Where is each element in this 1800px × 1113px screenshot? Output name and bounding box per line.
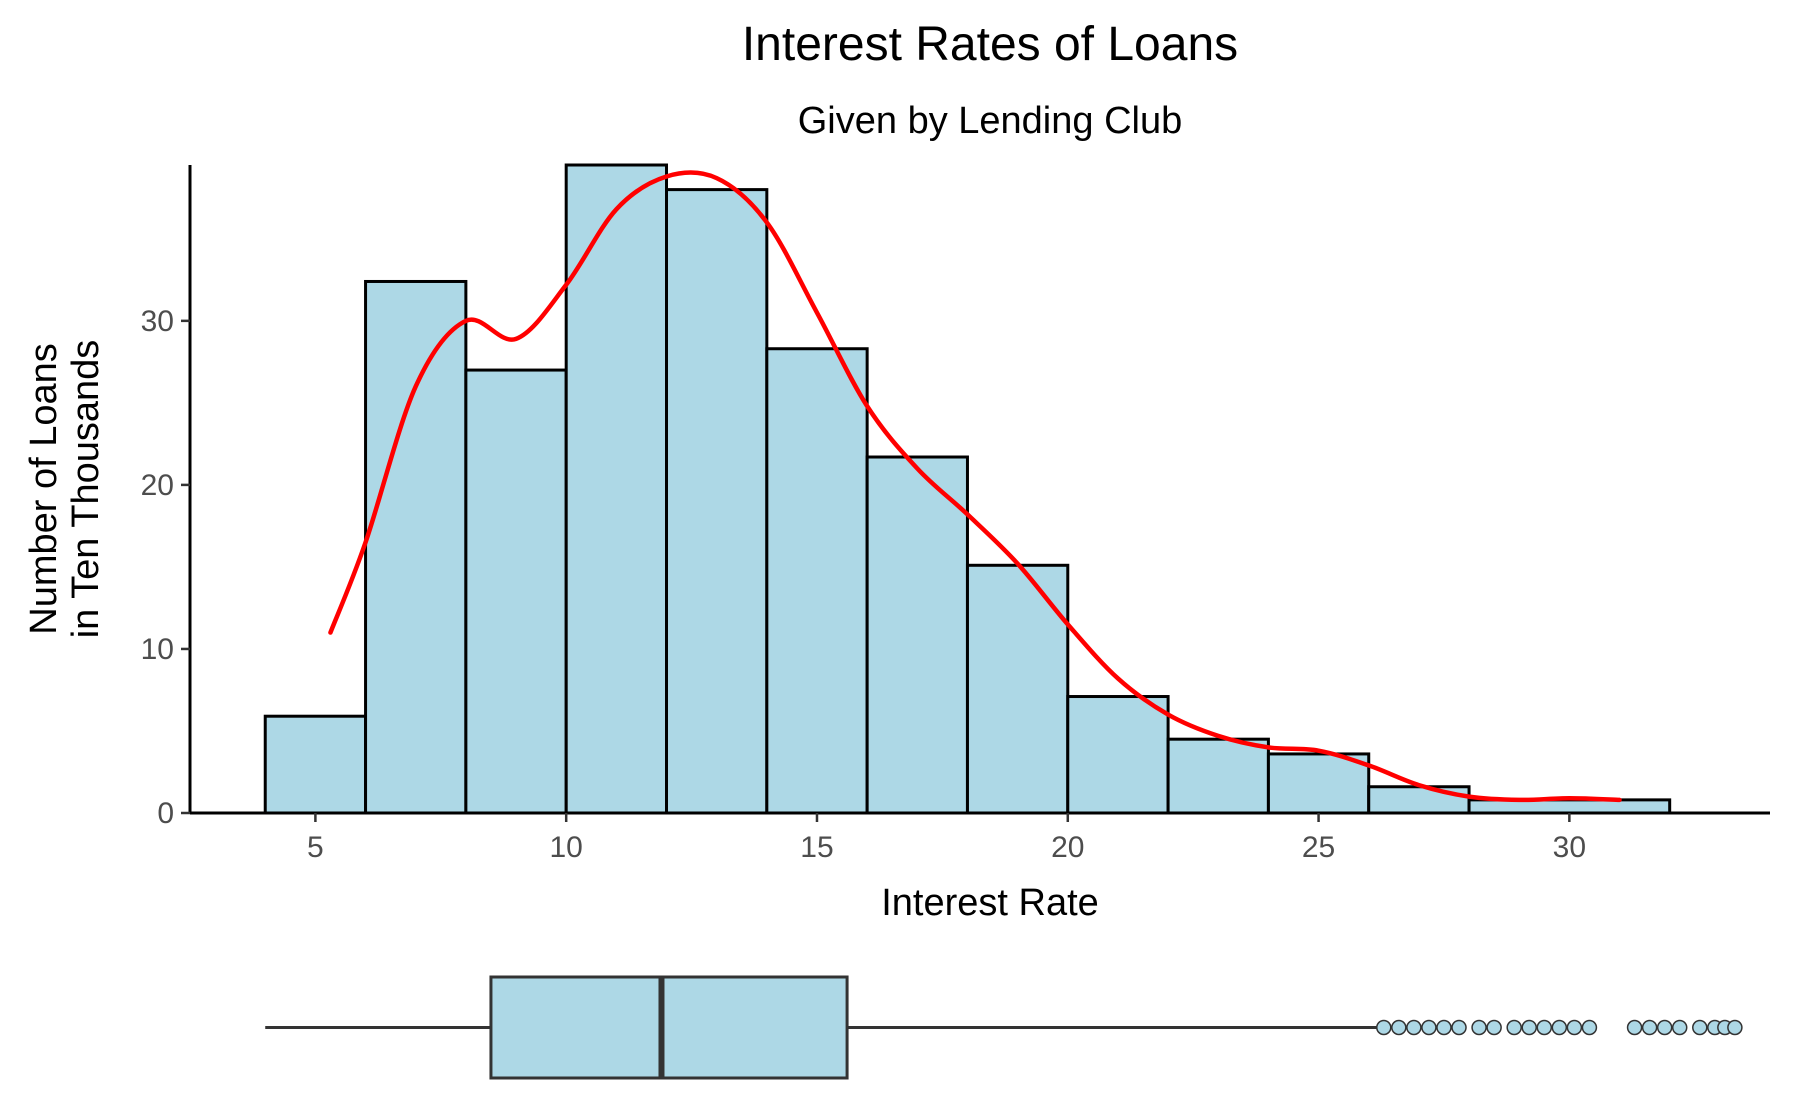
boxplot-outlier	[1536, 1019, 1553, 1036]
boxplot-outlier	[1641, 1019, 1658, 1036]
histogram-bar	[865, 455, 969, 815]
density-curve	[328, 170, 1622, 803]
x-tick-label: 20	[1051, 831, 1084, 864]
histogram-bar	[263, 714, 368, 815]
boxplot-outlier	[1566, 1019, 1583, 1036]
x-tick-label: 15	[800, 831, 833, 864]
boxplot-outlier	[1406, 1019, 1422, 1036]
histogram-bar	[765, 347, 869, 815]
y-axis-title-line-2: in Ten Thousands	[65, 340, 107, 639]
x-tick-label: 25	[1302, 831, 1335, 864]
boxplot-outlier	[1391, 1019, 1407, 1036]
histogram-bar	[464, 368, 568, 815]
histogram-bar	[1266, 752, 1371, 815]
density-curve-layer	[328, 170, 1622, 803]
boxplot-outlier	[1451, 1019, 1467, 1036]
boxplot-outlier	[1506, 1019, 1522, 1036]
boxplot	[265, 975, 1743, 1080]
y-tick-label: 30	[141, 305, 174, 338]
histogram-bar	[1066, 695, 1170, 815]
histogram-bar	[564, 163, 669, 815]
boxplot-outlier	[1551, 1019, 1568, 1036]
x-tick-label: 30	[1553, 831, 1586, 864]
histogram-panel: 0 10 20 30 5 10 15 20 25 30	[141, 163, 1770, 864]
x-tick-label: 10	[550, 831, 583, 864]
histogram-bar	[665, 188, 769, 815]
boxplot-outlier	[1436, 1019, 1452, 1036]
boxplot-outlier	[1376, 1019, 1392, 1036]
chart-subtitle: Given by Lending Club	[798, 100, 1182, 142]
histogram-bar	[1467, 798, 1672, 815]
histogram-bar	[965, 563, 1070, 815]
y-tick-label: 10	[141, 633, 174, 666]
histogram-bar	[1367, 785, 1471, 815]
boxplot-outlier	[1581, 1019, 1598, 1036]
boxplot-outlier	[1626, 1019, 1643, 1036]
boxplot-outlier	[1421, 1019, 1437, 1036]
boxplot-outlier	[1471, 1019, 1487, 1036]
y-tick-label: 20	[141, 469, 174, 502]
histogram-bar	[1166, 737, 1270, 815]
boxplot-outlier	[1671, 1019, 1688, 1036]
axes: 0 10 20 30 5 10 15 20 25 30	[141, 165, 1770, 864]
histogram-bar	[364, 279, 468, 815]
x-axis-title: Interest Rate	[881, 882, 1099, 924]
boxplot-box	[489, 975, 849, 1080]
boxplot-outlier	[1692, 1019, 1708, 1036]
chart-title: Interest Rates of Loans	[742, 18, 1238, 71]
y-axis-title-line-1: Number of Loans	[23, 343, 65, 635]
boxplot-outlier	[1727, 1019, 1743, 1036]
x-tick-label: 5	[307, 831, 324, 864]
y-tick-label: 0	[157, 797, 174, 830]
boxplot-outlier	[1521, 1019, 1537, 1036]
y-axis-title: Number of Loans in Ten Thousands	[23, 340, 107, 639]
histogram-bars	[263, 163, 1672, 815]
boxplot-outlier	[1486, 1019, 1502, 1036]
boxplot-outlier	[1656, 1019, 1673, 1036]
